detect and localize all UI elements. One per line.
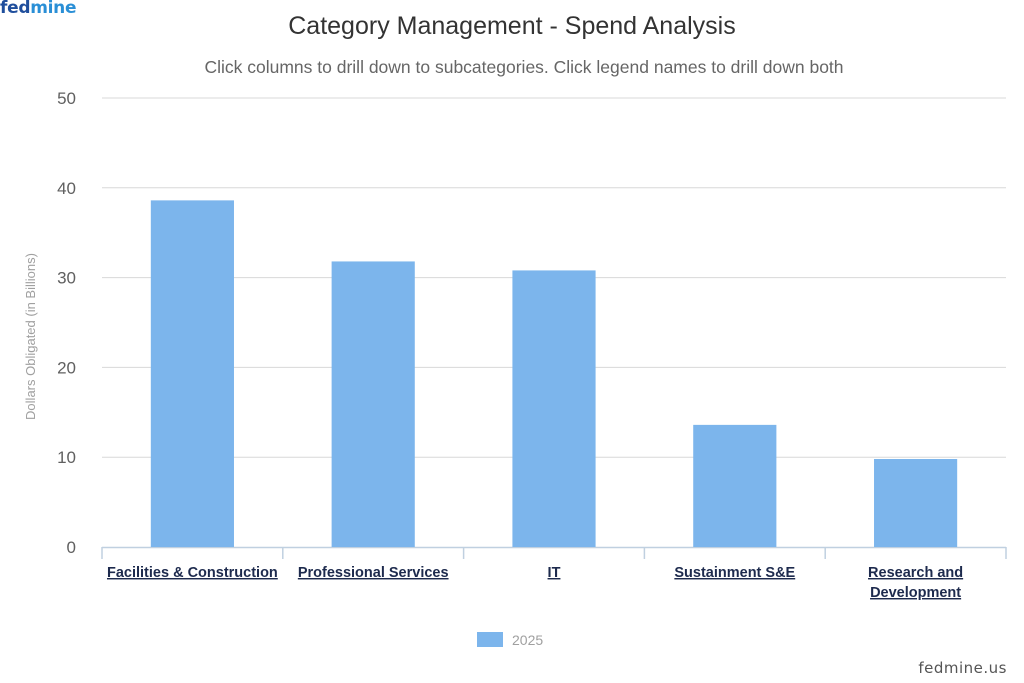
bar[interactable]: [693, 424, 777, 547]
y-tick-label: 20: [57, 358, 76, 377]
bar[interactable]: [874, 458, 958, 547]
fedmine-logo: fedmine: [0, 0, 76, 18]
logo-part-fed: fed: [0, 0, 31, 18]
x-category-label-line[interactable]: Facilities & Construction: [107, 565, 278, 581]
bar[interactable]: [150, 200, 234, 547]
x-category-label[interactable]: IT: [548, 565, 561, 581]
y-axis-title: Dollars Obligated (in Billions): [23, 253, 38, 420]
x-category-label-line[interactable]: IT: [548, 565, 561, 581]
chart-title: Category Management - Spend Analysis: [288, 12, 736, 40]
watermark: fedmine.us: [918, 659, 1007, 677]
y-tick-label: 0: [67, 538, 76, 557]
x-category-label-line[interactable]: Development: [870, 585, 961, 601]
x-category-label-line[interactable]: Professional Services: [298, 565, 449, 581]
y-tick-label: 30: [57, 269, 76, 288]
y-tick-label: 50: [57, 89, 76, 108]
x-category-label[interactable]: Professional Services: [298, 565, 449, 581]
chart-subtitle: Click columns to drill down to subcatego…: [204, 57, 844, 77]
x-category-label[interactable]: Research and Development: [868, 565, 963, 601]
y-tick-label: 40: [57, 179, 76, 198]
x-category-label[interactable]: Sustainment S&E: [674, 565, 795, 581]
x-category-label[interactable]: Facilities & Construction: [107, 565, 278, 581]
x-category-label-line[interactable]: Sustainment S&E: [674, 565, 795, 581]
bar[interactable]: [512, 270, 596, 547]
legend-swatch[interactable]: [477, 632, 503, 647]
legend-label[interactable]: 2025: [512, 632, 543, 648]
bar[interactable]: [331, 261, 415, 547]
x-category-label-line[interactable]: Research and: [868, 565, 963, 581]
logo-part-mine: mine: [30, 0, 77, 18]
y-tick-label: 10: [57, 448, 76, 467]
